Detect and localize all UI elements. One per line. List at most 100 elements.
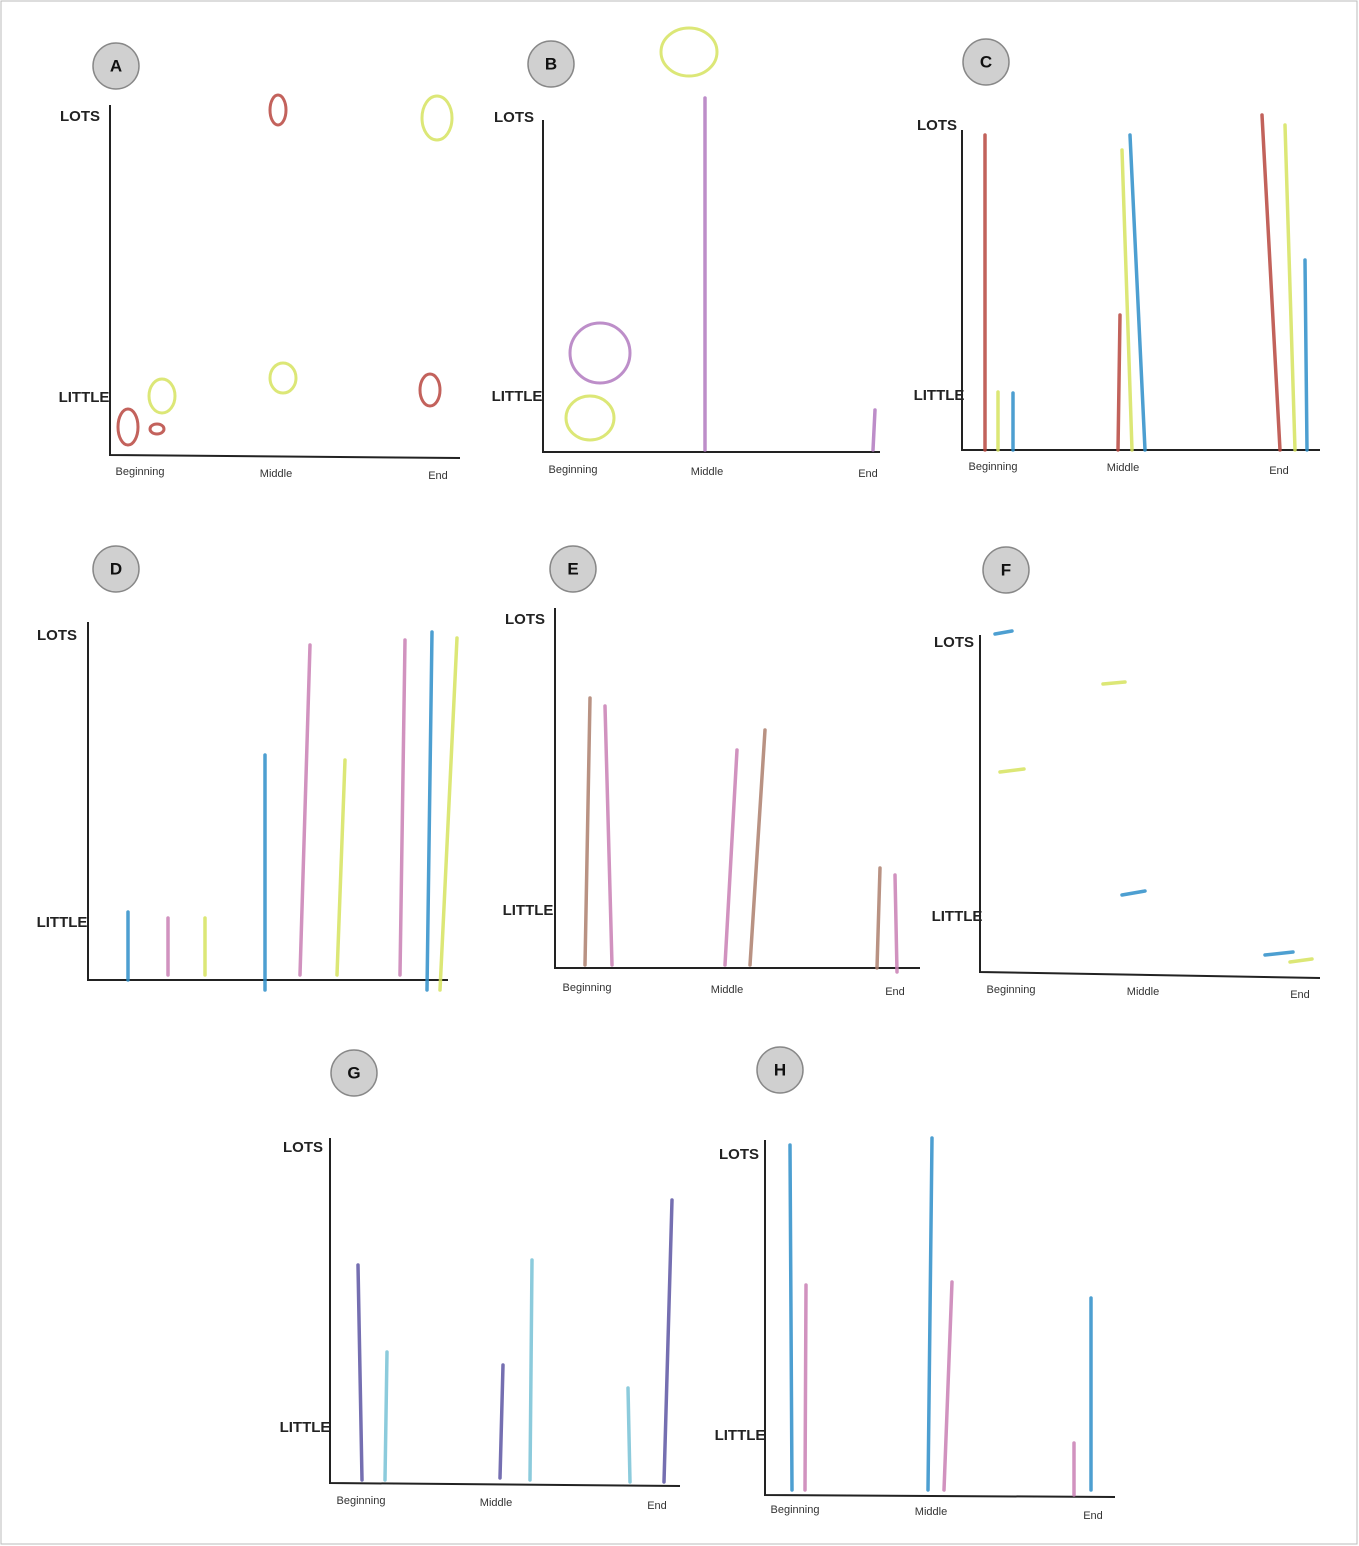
crayon-stroke [877,868,880,968]
panel: E LOTS LITTLE Beginning Middle End [503,546,920,998]
crayon-scribble [150,424,164,434]
crayon-scribble [566,396,614,440]
y-axis-top-label: LOTS [494,109,534,126]
crayon-stroke [873,410,875,450]
crayon-scribble [270,363,296,393]
axis [110,105,460,458]
panel-label: E [567,560,578,579]
crayon-stroke [895,875,897,972]
x-axis-label: Middle [1107,462,1139,474]
x-axis-label: Beginning [549,464,598,476]
crayon-stroke [790,1145,792,1490]
crayon-scribble [420,374,440,406]
y-axis-bottom-label: LITTLE [492,388,543,405]
crayon-stroke [1103,682,1125,684]
crayon-stroke [664,1200,672,1482]
panel-label: G [347,1064,360,1083]
crayon-stroke [1290,959,1312,962]
axis [88,622,448,980]
panel-label: H [774,1061,786,1080]
crayon-stroke [805,1285,806,1490]
crayon-stroke [427,632,432,990]
y-axis-top-label: LOTS [60,108,100,125]
x-axis-label: End [647,1500,667,1512]
x-axis-label: End [1269,465,1289,477]
crayon-stroke [500,1365,503,1478]
y-axis-bottom-label: LITTLE [280,1419,331,1436]
axis [980,635,1320,978]
panel-label: D [110,560,122,579]
crayon-scribble [118,409,138,445]
x-axis-label: Beginning [969,461,1018,473]
crayon-stroke [358,1265,362,1480]
crayon-stroke [1265,952,1293,955]
frame [1,1,1357,1544]
panel: A LOTS LITTLE Beginning Middle End [59,43,460,482]
x-axis-label: End [885,986,905,998]
x-axis-label: End [1290,989,1310,1001]
x-axis-label: Middle [691,466,723,478]
panel-label: F [1001,561,1011,580]
axis [543,120,880,452]
panel: H LOTS LITTLE Beginning Middle End [715,1047,1115,1522]
figure: A LOTS LITTLE Beginning Middle End B LOTS LITTLE… [0,0,1359,1546]
x-axis-label: Beginning [116,466,165,478]
panel: C LOTS LITTLE Beginning Middle End [914,39,1320,477]
crayon-stroke [995,631,1012,634]
panel-label: C [980,53,992,72]
panel: G LOTS LITTLE Beginning Middle End [280,1050,680,1512]
x-axis-label: Beginning [337,1495,386,1507]
y-axis-top-label: LOTS [917,117,957,134]
crayon-scribble [270,95,286,125]
y-axis-top-label: LOTS [283,1139,323,1156]
crayon-scribble [661,28,717,76]
y-axis-bottom-label: LITTLE [37,914,88,931]
crayon-stroke [1122,150,1132,450]
y-axis-top-label: LOTS [934,634,974,651]
crayon-stroke [385,1352,387,1480]
crayon-stroke [530,1260,532,1480]
crayon-stroke [628,1388,630,1482]
crayon-stroke [1118,315,1120,450]
crayon-stroke [440,638,457,990]
axis [765,1140,1115,1497]
crayon-scribble [422,96,452,140]
crayon-stroke [1000,769,1024,772]
crayon-stroke [928,1138,932,1490]
y-axis-top-label: LOTS [719,1146,759,1163]
panel-label: B [545,55,557,74]
panel: D LOTS LITTLE [37,546,457,990]
x-axis-label: Beginning [563,982,612,994]
y-axis-bottom-label: LITTLE [715,1427,766,1444]
x-axis-label: End [858,468,878,480]
x-axis-label: Middle [1127,986,1159,998]
crayon-scribble [149,379,175,413]
x-axis-label: Middle [915,1506,947,1518]
panel: B LOTS LITTLE Beginning Middle End [492,28,880,480]
crayon-stroke [1122,891,1145,895]
x-axis-label: End [1083,1510,1103,1522]
crayon-stroke [750,730,765,965]
crayon-stroke [1305,260,1307,450]
x-axis-label: End [428,470,448,482]
crayon-stroke [605,706,612,965]
y-axis-bottom-label: LITTLE [59,389,110,406]
crayon-stroke [400,640,405,975]
x-axis-label: Middle [260,468,292,480]
y-axis-bottom-label: LITTLE [503,902,554,919]
x-axis-label: Beginning [771,1504,820,1516]
y-axis-top-label: LOTS [37,627,77,644]
panel-label: A [110,57,122,76]
crayon-stroke [300,645,310,975]
crayon-stroke [725,750,737,965]
x-axis-label: Middle [480,1497,512,1509]
y-axis-top-label: LOTS [505,611,545,628]
crayon-stroke [585,698,590,965]
crayon-stroke [1262,115,1280,450]
crayon-stroke [337,760,345,975]
crayon-scribble [570,323,630,383]
x-axis-label: Beginning [987,984,1036,996]
x-axis-label: Middle [711,984,743,996]
y-axis-bottom-label: LITTLE [914,387,965,404]
